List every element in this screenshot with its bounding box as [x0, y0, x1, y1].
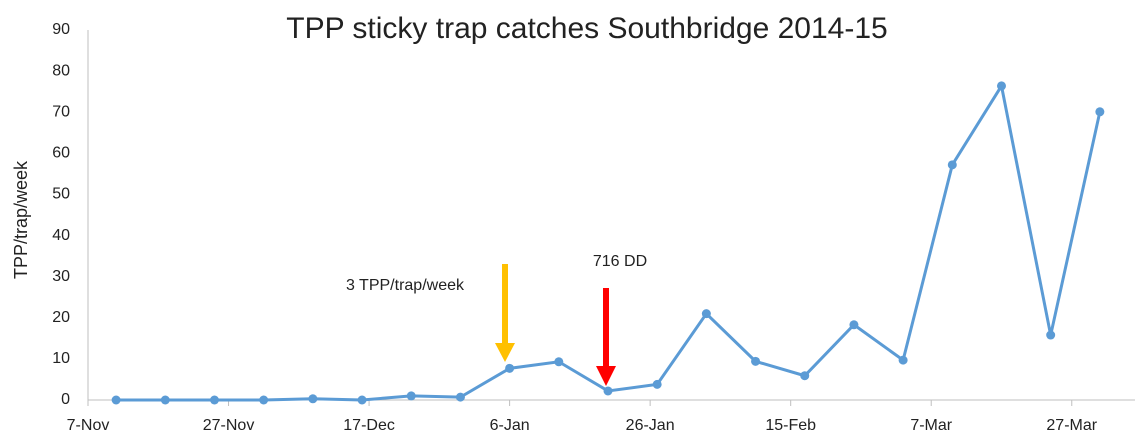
x-tick-label: 6-Jan [490, 417, 530, 434]
point [357, 395, 367, 405]
point [751, 356, 761, 366]
point [455, 392, 465, 402]
annotation: 716 DD [593, 253, 647, 270]
y-tick-label: 60 [52, 145, 70, 162]
point [603, 386, 613, 396]
x-tick-label: 15-Feb [765, 417, 816, 434]
point [505, 363, 515, 373]
x-tick-label: 17-Dec [343, 417, 395, 434]
point [160, 395, 170, 405]
point [1095, 107, 1105, 117]
point [898, 355, 908, 365]
chart-title: TPP sticky trap catches Southbridge 2014… [286, 12, 887, 45]
x-tick-label: 26-Jan [626, 417, 675, 434]
annotation: 3 TPP/trap/week [346, 277, 465, 294]
point [849, 320, 859, 330]
y-tick-label: 90 [52, 21, 70, 38]
point [800, 371, 810, 381]
point [554, 357, 564, 367]
y-tick-label: 40 [52, 227, 70, 244]
red-arrow [596, 288, 616, 386]
point [209, 395, 219, 405]
x-tick-label: 27-Mar [1046, 417, 1097, 434]
point [652, 379, 662, 389]
y-tick-label: 50 [52, 186, 70, 203]
point [406, 391, 416, 401]
y-tick-label: 70 [52, 103, 70, 120]
y-tick-label: 20 [52, 309, 70, 326]
y-tick-label: 30 [52, 268, 70, 285]
y-axis-title: TPP/trap/week [11, 160, 31, 279]
point [111, 395, 121, 405]
point [308, 394, 318, 404]
x-tick-label: 7-Nov [67, 417, 110, 434]
point [701, 309, 711, 319]
y-tick-label: 80 [52, 62, 70, 79]
x-tick-label: 7-Mar [910, 417, 952, 434]
y-tick-label: 0 [61, 391, 70, 408]
yellow-arrow [495, 264, 515, 362]
point [996, 81, 1006, 91]
y-tick-label: 10 [52, 350, 70, 367]
point [1046, 330, 1056, 340]
point [947, 160, 957, 170]
x-tick-label: 27-Nov [203, 417, 255, 434]
point [259, 395, 269, 405]
